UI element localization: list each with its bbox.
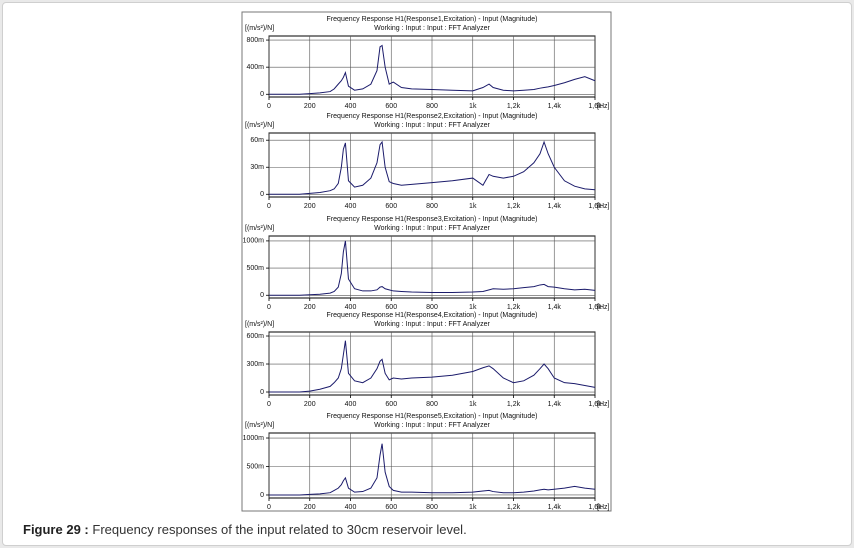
x-tick-label: 1,2k — [507, 203, 521, 210]
x-axis-label: [Hz] — [597, 504, 610, 511]
x-axis-label: [Hz] — [597, 103, 610, 110]
y-tick-label: 60m — [250, 137, 264, 144]
x-tick-label: 200 — [304, 304, 316, 311]
chart-title: Frequency Response H1(Response2,Excitati… — [327, 113, 538, 120]
chart-title: Frequency Response H1(Response5,Excitati… — [327, 413, 538, 420]
x-tick-label: 600 — [385, 401, 397, 408]
chart-title: Frequency Response H1(Response3,Excitati… — [327, 216, 538, 223]
caption-label: Figure 29 : — [23, 522, 89, 537]
x-tick-label: 1k — [469, 401, 477, 408]
chart-subtitle: Working : Input : Input : FFT Analyzer — [374, 225, 490, 232]
x-tick-label: 800 — [426, 504, 438, 511]
response-line — [269, 443, 596, 496]
y-axis-label: [(m/s²)/N] — [245, 122, 274, 129]
x-tick-label: 400 — [345, 203, 357, 210]
y-tick-label: 600m — [246, 333, 264, 340]
x-tick-label: 400 — [345, 504, 357, 511]
x-tick-label: 400 — [345, 103, 357, 110]
response-line — [269, 240, 596, 296]
x-tick-label: 200 — [304, 401, 316, 408]
x-tick-label: 1,6k — [588, 203, 602, 210]
y-tick-label: 800m — [246, 37, 264, 44]
y-axis-label: [(m/s²)/N] — [245, 422, 274, 429]
x-tick-label: 0 — [267, 401, 271, 408]
response-line — [269, 44, 596, 95]
x-tick-label: 600 — [385, 103, 397, 110]
x-tick-label: 600 — [385, 203, 397, 210]
y-tick-label: 0 — [260, 191, 264, 198]
x-tick-label: 0 — [267, 304, 271, 311]
response-line — [269, 340, 596, 393]
chart-subtitle: Working : Input : Input : FFT Analyzer — [374, 25, 490, 32]
x-tick-label: 1,6k — [588, 304, 602, 311]
x-tick-label: 800 — [426, 401, 438, 408]
x-tick-label: 1,6k — [588, 103, 602, 110]
y-tick-label: 0 — [260, 389, 264, 396]
x-tick-label: 1,2k — [507, 103, 521, 110]
x-tick-label: 800 — [426, 103, 438, 110]
x-tick-label: 1,4k — [548, 304, 562, 311]
response-line — [269, 140, 596, 195]
y-tick-label: 500m — [246, 265, 264, 272]
x-tick-label: 200 — [304, 203, 316, 210]
y-tick-label: 0 — [260, 91, 264, 98]
x-tick-label: 1,6k — [588, 401, 602, 408]
caption: Figure 29 : Frequency responses of the i… — [23, 522, 467, 537]
y-tick-label: 0 — [260, 292, 264, 299]
y-tick-label: 0 — [260, 492, 264, 499]
x-tick-label: 0 — [267, 103, 271, 110]
x-axis-label: [Hz] — [597, 203, 610, 210]
x-tick-label: 1,2k — [507, 304, 521, 311]
x-tick-label: 1,4k — [548, 504, 562, 511]
x-axis-label: [Hz] — [597, 401, 610, 408]
y-axis-label: [(m/s²)/N] — [245, 321, 274, 328]
x-tick-label: 0 — [267, 203, 271, 210]
x-tick-label: 1,4k — [548, 103, 562, 110]
chart-subtitle: Working : Input : Input : FFT Analyzer — [374, 422, 490, 429]
x-tick-label: 400 — [345, 304, 357, 311]
chart-title: Frequency Response H1(Response4,Excitati… — [327, 312, 538, 319]
x-tick-label: 1,4k — [548, 401, 562, 408]
x-tick-label: 1k — [469, 304, 477, 311]
x-tick-label: 1k — [469, 103, 477, 110]
x-tick-label: 600 — [385, 504, 397, 511]
x-tick-label: 1,2k — [507, 401, 521, 408]
x-tick-label: 1,6k — [588, 504, 602, 511]
y-tick-label: 400m — [246, 64, 264, 71]
y-tick-label: 1000m — [243, 435, 265, 442]
chart-title: Frequency Response H1(Response1,Excitati… — [327, 16, 538, 23]
x-tick-label: 800 — [426, 203, 438, 210]
y-tick-label: 300m — [246, 361, 264, 368]
chart-subtitle: Working : Input : Input : FFT Analyzer — [374, 321, 490, 328]
y-tick-label: 1000m — [243, 238, 265, 245]
x-tick-label: 200 — [304, 504, 316, 511]
x-tick-label: 1k — [469, 203, 477, 210]
x-axis-label: [Hz] — [597, 304, 610, 311]
x-tick-label: 600 — [385, 304, 397, 311]
y-tick-label: 500m — [246, 463, 264, 470]
y-axis-label: [(m/s²)/N] — [245, 225, 274, 232]
x-tick-label: 0 — [267, 504, 271, 511]
x-tick-label: 1k — [469, 504, 477, 511]
x-tick-label: 400 — [345, 401, 357, 408]
x-tick-label: 200 — [304, 103, 316, 110]
chart-subtitle: Working : Input : Input : FFT Analyzer — [374, 122, 490, 129]
x-tick-label: 1,4k — [548, 203, 562, 210]
x-tick-label: 800 — [426, 304, 438, 311]
y-axis-label: [(m/s²)/N] — [245, 25, 274, 32]
x-tick-label: 1,2k — [507, 504, 521, 511]
y-tick-label: 30m — [250, 164, 264, 171]
caption-text: Frequency responses of the input related… — [92, 522, 467, 537]
